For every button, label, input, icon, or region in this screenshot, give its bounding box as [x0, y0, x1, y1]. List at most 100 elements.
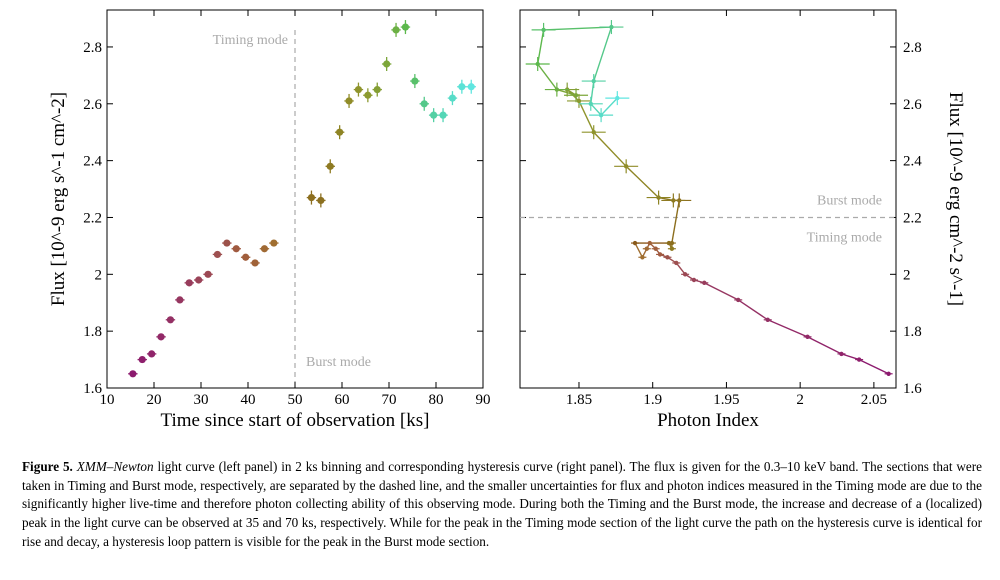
right-data-point	[656, 195, 661, 200]
right-x-axis-label: Photon Index	[657, 410, 759, 431]
left-data-point	[138, 355, 146, 364]
left-data-point	[336, 128, 344, 136]
hysteresis-path-segment	[590, 103, 602, 116]
right-y-tick-label: 2.2	[903, 210, 922, 226]
right-data-point	[535, 61, 540, 67]
left-x-axis-label: Time since start of observation [ks]	[161, 410, 430, 431]
right-data-point	[554, 87, 560, 92]
hysteresis-path-segment	[858, 358, 889, 375]
left-x-tick-label: 10	[100, 392, 115, 408]
right-data-point	[669, 240, 675, 246]
left-data-point	[232, 245, 240, 253]
left-data-point	[317, 196, 325, 205]
left-data-point	[411, 77, 419, 85]
left-data-point	[364, 91, 372, 99]
right-data-point	[702, 280, 707, 286]
left-y-tick-label: 1.6	[83, 381, 102, 397]
left-data-point	[383, 60, 391, 68]
right-data-point	[591, 78, 596, 84]
left-data-point	[270, 239, 278, 247]
hysteresis-path-segment	[841, 353, 860, 361]
left-data-point	[467, 83, 475, 91]
figure-panels: 10 20 30 40 50 60 70 80 90 1.6 1.8 2 2.2 2.4 2.6 2.8 Tim…	[48, 9, 966, 431]
left-data-point	[166, 316, 175, 324]
right-data-point	[736, 297, 741, 303]
right-x-tick-label: 2.05	[861, 392, 887, 408]
right-data-point	[665, 255, 670, 260]
caption-label: Figure 5.	[22, 459, 73, 474]
right-y-tick-label: 2.8	[903, 40, 922, 56]
left-data-point	[242, 253, 250, 261]
left-x-tick-label: 30	[194, 392, 209, 408]
timing-mode-annotation: Timing mode	[807, 230, 882, 245]
left-y-tick-label: 2.8	[83, 40, 102, 56]
hysteresis-path-segment	[593, 131, 627, 167]
caption-body: light curve (left panel) in 2 ks binning…	[22, 459, 982, 549]
right-data-point	[682, 272, 688, 277]
right-x-tick-label: 1.85	[566, 392, 592, 408]
left-data-point	[195, 276, 203, 284]
right-data-point	[591, 130, 596, 135]
left-y-tick-label: 1.8	[83, 324, 102, 340]
hysteresis-path-segment	[625, 165, 660, 199]
right-y-axis-label: Flux [10^-9 erg cm^-2 s^-1]	[945, 92, 966, 306]
right-y-tick-label: 1.6	[903, 381, 922, 397]
right-data-point	[588, 101, 593, 106]
right-data-point	[576, 98, 582, 104]
right-data-point	[640, 255, 645, 260]
left-x-tick-label: 80	[429, 392, 444, 408]
left-data-point	[129, 370, 137, 378]
left-x-tick-label: 70	[382, 392, 397, 408]
right-data-point	[691, 277, 697, 283]
left-data-point	[326, 162, 334, 170]
hysteresis-path-segment	[600, 97, 618, 116]
left-data-point	[185, 279, 193, 287]
right-y-tick-label: 2	[903, 267, 911, 283]
right-data-point	[541, 27, 546, 33]
left-data-point	[448, 94, 457, 102]
right-data-point	[653, 246, 658, 251]
left-data-point	[213, 250, 222, 259]
right-y-tick-label: 1.8	[903, 324, 922, 340]
right-data-point	[598, 112, 604, 118]
left-data-point	[439, 111, 447, 119]
left-panel-light-curve: 10 20 30 40 50 60 70 80 90 1.6 1.8 2 2.2 2.4 2.6 2.8 Tim…	[48, 9, 491, 431]
right-x-tick-label: 2	[796, 392, 804, 408]
burst-mode-annotation: Burst mode	[306, 355, 371, 370]
hysteresis-path-segment	[556, 88, 577, 96]
left-x-tick-label: 50	[288, 392, 303, 408]
left-y-tick-label: 2.6	[83, 97, 102, 113]
right-x-tick-label: 1.95	[713, 392, 739, 408]
left-data-point	[392, 26, 400, 34]
right-data-point	[765, 317, 770, 322]
left-x-tick-label: 20	[147, 392, 162, 408]
left-data-point	[458, 83, 466, 91]
right-data-point	[886, 371, 891, 376]
left-data-point	[401, 23, 410, 31]
hysteresis-path-segment	[703, 282, 739, 301]
right-data-point	[615, 95, 620, 101]
left-data-point	[223, 239, 231, 247]
left-data-point	[420, 100, 428, 108]
right-data-point	[647, 240, 652, 246]
left-data-point	[148, 350, 156, 358]
caption-mission: XMM–Newton	[76, 459, 154, 474]
left-data-point	[430, 111, 438, 119]
right-y-tick-label: 2.6	[903, 97, 922, 113]
right-data-point	[669, 246, 675, 251]
left-data-point	[307, 193, 316, 202]
left-y-axis-label: Flux [10^-9 erg s^-1 cm^-2]	[48, 92, 69, 306]
left-data-point	[251, 259, 259, 267]
left-x-tick-label: 40	[241, 392, 256, 408]
timing-mode-annotation: Timing mode	[213, 33, 288, 48]
right-y-tick-label: 2.4	[903, 154, 922, 170]
left-y-tick-label: 2.4	[83, 154, 102, 170]
left-data-point	[260, 245, 269, 253]
left-data-point	[204, 270, 212, 278]
right-data-point	[623, 164, 629, 169]
right-data-point	[805, 334, 810, 340]
right-data-point	[856, 357, 862, 362]
right-data-point	[632, 240, 638, 246]
right-x-tick-label: 1.9	[643, 392, 662, 408]
hysteresis-path-segment	[537, 63, 558, 90]
